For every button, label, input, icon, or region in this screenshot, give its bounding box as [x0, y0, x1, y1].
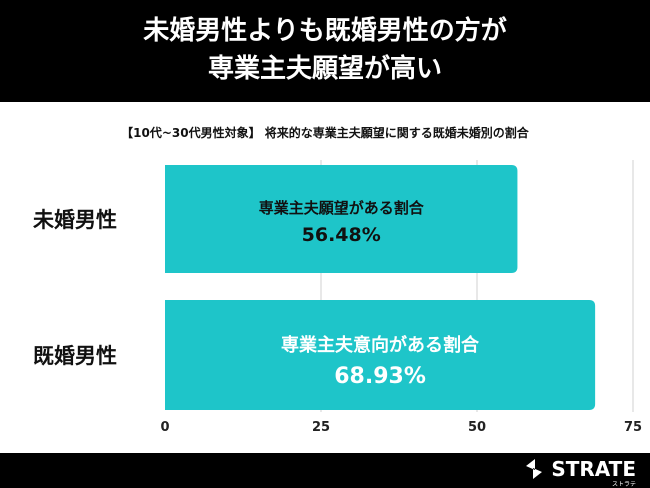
- bar-label: 専業主夫意向がある割合: [281, 334, 480, 356]
- bar: [165, 165, 518, 273]
- x-tick-label: 75: [624, 420, 642, 435]
- x-tick-label: 50: [468, 420, 486, 435]
- logo-subtext: ストラテ: [611, 481, 636, 488]
- logo-text: STRATE: [551, 457, 636, 481]
- x-tick-label: 25: [312, 420, 330, 435]
- chart-subtitle: 【10代~30代男性対象】 将来的な専業主夫願望に関する既婚未婚別の割合: [121, 126, 529, 140]
- x-tick-label: 0: [160, 420, 169, 435]
- category-label: 未婚男性: [33, 208, 117, 232]
- title-line-2: 専業主夫願望が高い: [207, 54, 442, 84]
- title-line-1: 未婚男性よりも既婚男性の方が: [143, 16, 507, 46]
- data-label: 56.48%: [302, 224, 381, 246]
- bar: [165, 300, 596, 410]
- logo-icon: [526, 459, 543, 479]
- strate-logo: STRATE ストラテ: [523, 457, 636, 488]
- category-label: 既婚男性: [33, 344, 117, 368]
- footer-bar: STRATE ストラテ: [0, 453, 650, 488]
- title-banner: 未婚男性よりも既婚男性の方が 専業主夫願望が高い: [0, 0, 650, 102]
- bar-label: 専業主夫願望がある割合: [259, 199, 425, 217]
- data-label: 68.93%: [334, 364, 426, 389]
